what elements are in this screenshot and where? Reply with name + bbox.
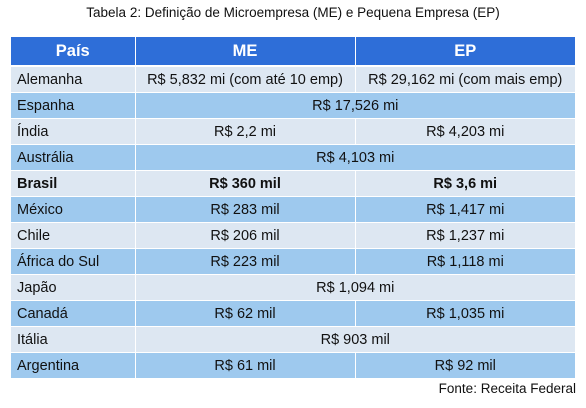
combined-value-cell: R$ 4,103 mi xyxy=(135,144,575,171)
me-cell: R$ 61 mil xyxy=(135,352,356,379)
table-row: Alemanha R$ 5,832 mi (com até 10 emp) R$… xyxy=(11,66,575,93)
country-cell: Brasil xyxy=(11,170,136,197)
table-row-highlighted: Brasil R$ 360 mil R$ 3,6 mi xyxy=(11,170,575,197)
ep-cell: R$ 4,203 mi xyxy=(355,118,575,145)
ep-cell: R$ 1,035 mi xyxy=(355,300,575,327)
table-row: Austrália R$ 4,103 mi xyxy=(11,144,575,171)
combined-value-cell: R$ 17,526 mi xyxy=(135,92,575,119)
me-cell: R$ 5,832 mi (com até 10 emp) xyxy=(135,66,356,93)
ep-cell: R$ 3,6 mi xyxy=(355,170,575,197)
table-row: Canadá R$ 62 mil R$ 1,035 mi xyxy=(11,300,575,327)
me-cell: R$ 206 mil xyxy=(135,222,356,249)
table-row: África do Sul R$ 223 mil R$ 1,118 mi xyxy=(11,248,575,275)
country-cell: África do Sul xyxy=(11,248,136,275)
table-row: México R$ 283 mil R$ 1,417 mi xyxy=(11,196,575,223)
combined-value-cell: R$ 903 mil xyxy=(135,326,575,353)
country-cell: Índia xyxy=(11,118,136,145)
ep-cell: R$ 1,417 mi xyxy=(355,196,575,223)
country-cell: Japão xyxy=(11,274,136,301)
header-country: País xyxy=(11,37,136,67)
me-cell: R$ 283 mil xyxy=(135,196,356,223)
header-me: ME xyxy=(135,37,356,67)
ep-cell: R$ 92 mil xyxy=(355,352,575,379)
table-row: Espanha R$ 17,526 mi xyxy=(11,92,575,119)
table-row: Itália R$ 903 mil xyxy=(11,326,575,353)
table-caption: Tabela 2: Definição de Microempresa (ME)… xyxy=(86,5,500,20)
table-row: Japão R$ 1,094 mi xyxy=(11,274,575,301)
country-cell: Argentina xyxy=(11,352,136,379)
me-cell: R$ 223 mil xyxy=(135,248,356,275)
ep-cell: R$ 29,162 mi (com mais emp) xyxy=(355,66,575,93)
country-cell: Canadá xyxy=(11,300,136,327)
country-cell: Austrália xyxy=(11,144,136,171)
ep-cell: R$ 1,118 mi xyxy=(355,248,575,275)
table-header-row: País ME EP xyxy=(11,37,575,67)
country-cell: Alemanha xyxy=(11,66,136,93)
table-row: Chile R$ 206 mil R$ 1,237 mi xyxy=(11,222,575,249)
source-note: Fonte: Receita Federal xyxy=(438,381,576,396)
country-cell: Itália xyxy=(11,326,136,353)
me-cell: R$ 360 mil xyxy=(135,170,356,197)
country-cell: Espanha xyxy=(11,92,136,119)
me-cell: R$ 2,2 mi xyxy=(135,118,356,145)
header-ep: EP xyxy=(355,37,575,67)
table-row: Índia R$ 2,2 mi R$ 4,203 mi xyxy=(11,118,575,145)
me-cell: R$ 62 mil xyxy=(135,300,356,327)
country-cell: México xyxy=(11,196,136,223)
country-cell: Chile xyxy=(11,222,136,249)
combined-value-cell: R$ 1,094 mi xyxy=(135,274,575,301)
sme-definition-table: País ME EP Alemanha R$ 5,832 mi (com até… xyxy=(11,37,575,379)
table-row: Argentina R$ 61 mil R$ 92 mil xyxy=(11,352,575,379)
ep-cell: R$ 1,237 mi xyxy=(355,222,575,249)
